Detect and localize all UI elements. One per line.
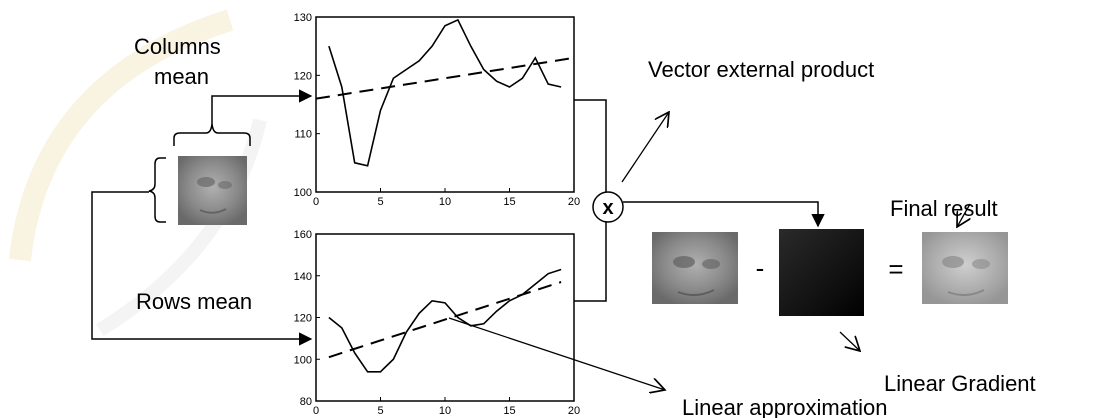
linear-gradient-label: Linear Gradient <box>884 371 1036 396</box>
columns-mean-label-line2: mean <box>154 64 209 89</box>
tick-labels: 0 5 10 15 20 100 110 120 130 <box>294 12 580 208</box>
row-brace <box>148 157 166 223</box>
rows-mean-label: Rows mean <box>136 289 252 314</box>
top-chart-bracket <box>574 99 607 192</box>
x-tick-label: 10 <box>439 405 451 417</box>
columns-to-chart-arrow <box>211 89 313 124</box>
y-tick-label: 100 <box>294 187 312 199</box>
face-image-result <box>922 232 1008 304</box>
y-tick-label: 80 <box>300 396 312 408</box>
y-tick-label: 100 <box>294 354 312 366</box>
linear-fit-line <box>315 56 575 100</box>
final-result-pointer <box>957 203 970 227</box>
x-tick-label: 5 <box>377 405 383 417</box>
y-tick-label: 130 <box>294 12 312 24</box>
linear-approximation-pointer <box>448 317 665 390</box>
face-image-original <box>178 156 247 225</box>
tick-labels: 0 5 10 15 20 80 100 120 140 160 <box>294 229 580 417</box>
final-result-label: Final result <box>890 196 998 221</box>
bottom-chart-bracket <box>574 222 607 302</box>
minus-operator: - <box>756 253 765 283</box>
x-tick-label: 20 <box>568 196 580 208</box>
rows-mean-chart: 0 5 10 15 20 80 100 120 140 160 <box>294 229 580 417</box>
linear-approximation-label: Linear approximation <box>682 395 887 418</box>
rows-to-chart-arrow <box>91 191 313 346</box>
y-tick-label: 140 <box>294 271 312 283</box>
x-tick-label: 10 <box>439 196 451 208</box>
x-tick-label: 5 <box>377 196 383 208</box>
watermark <box>9 9 267 336</box>
linear-fit-line <box>328 281 562 359</box>
y-tick-label: 160 <box>294 229 312 241</box>
x-tick-label: 15 <box>503 405 515 417</box>
y-tick-label: 120 <box>294 313 312 325</box>
linear-gradient-pointer <box>839 331 860 351</box>
column-brace <box>173 123 251 146</box>
product-node: x <box>592 191 624 223</box>
linear-gradient-image <box>779 229 864 316</box>
columns-mean-chart: 0 5 10 15 20 100 110 120 130 <box>294 12 580 208</box>
y-tick-label: 110 <box>294 129 312 141</box>
equals-operator: = <box>888 254 903 284</box>
times-operator: x <box>602 197 613 219</box>
columns-mean-label-line1: Columns <box>134 34 221 59</box>
chart-frame <box>315 16 575 193</box>
x-tick-label: 0 <box>313 196 319 208</box>
series-lines <box>315 18 575 167</box>
y-tick-label: 120 <box>294 70 312 82</box>
vector-external-product-label: Vector external product <box>648 57 874 82</box>
x-tick-label: 0 <box>313 405 319 417</box>
x-tick-label: 20 <box>568 405 580 417</box>
series-lines <box>328 268 562 373</box>
face-image-input <box>652 232 738 304</box>
mean-profile-line <box>328 18 562 167</box>
product-to-gradient-arrow <box>623 201 825 228</box>
vector-product-pointer <box>621 112 669 183</box>
x-tick-label: 15 <box>503 196 515 208</box>
chart-frame <box>315 233 575 402</box>
